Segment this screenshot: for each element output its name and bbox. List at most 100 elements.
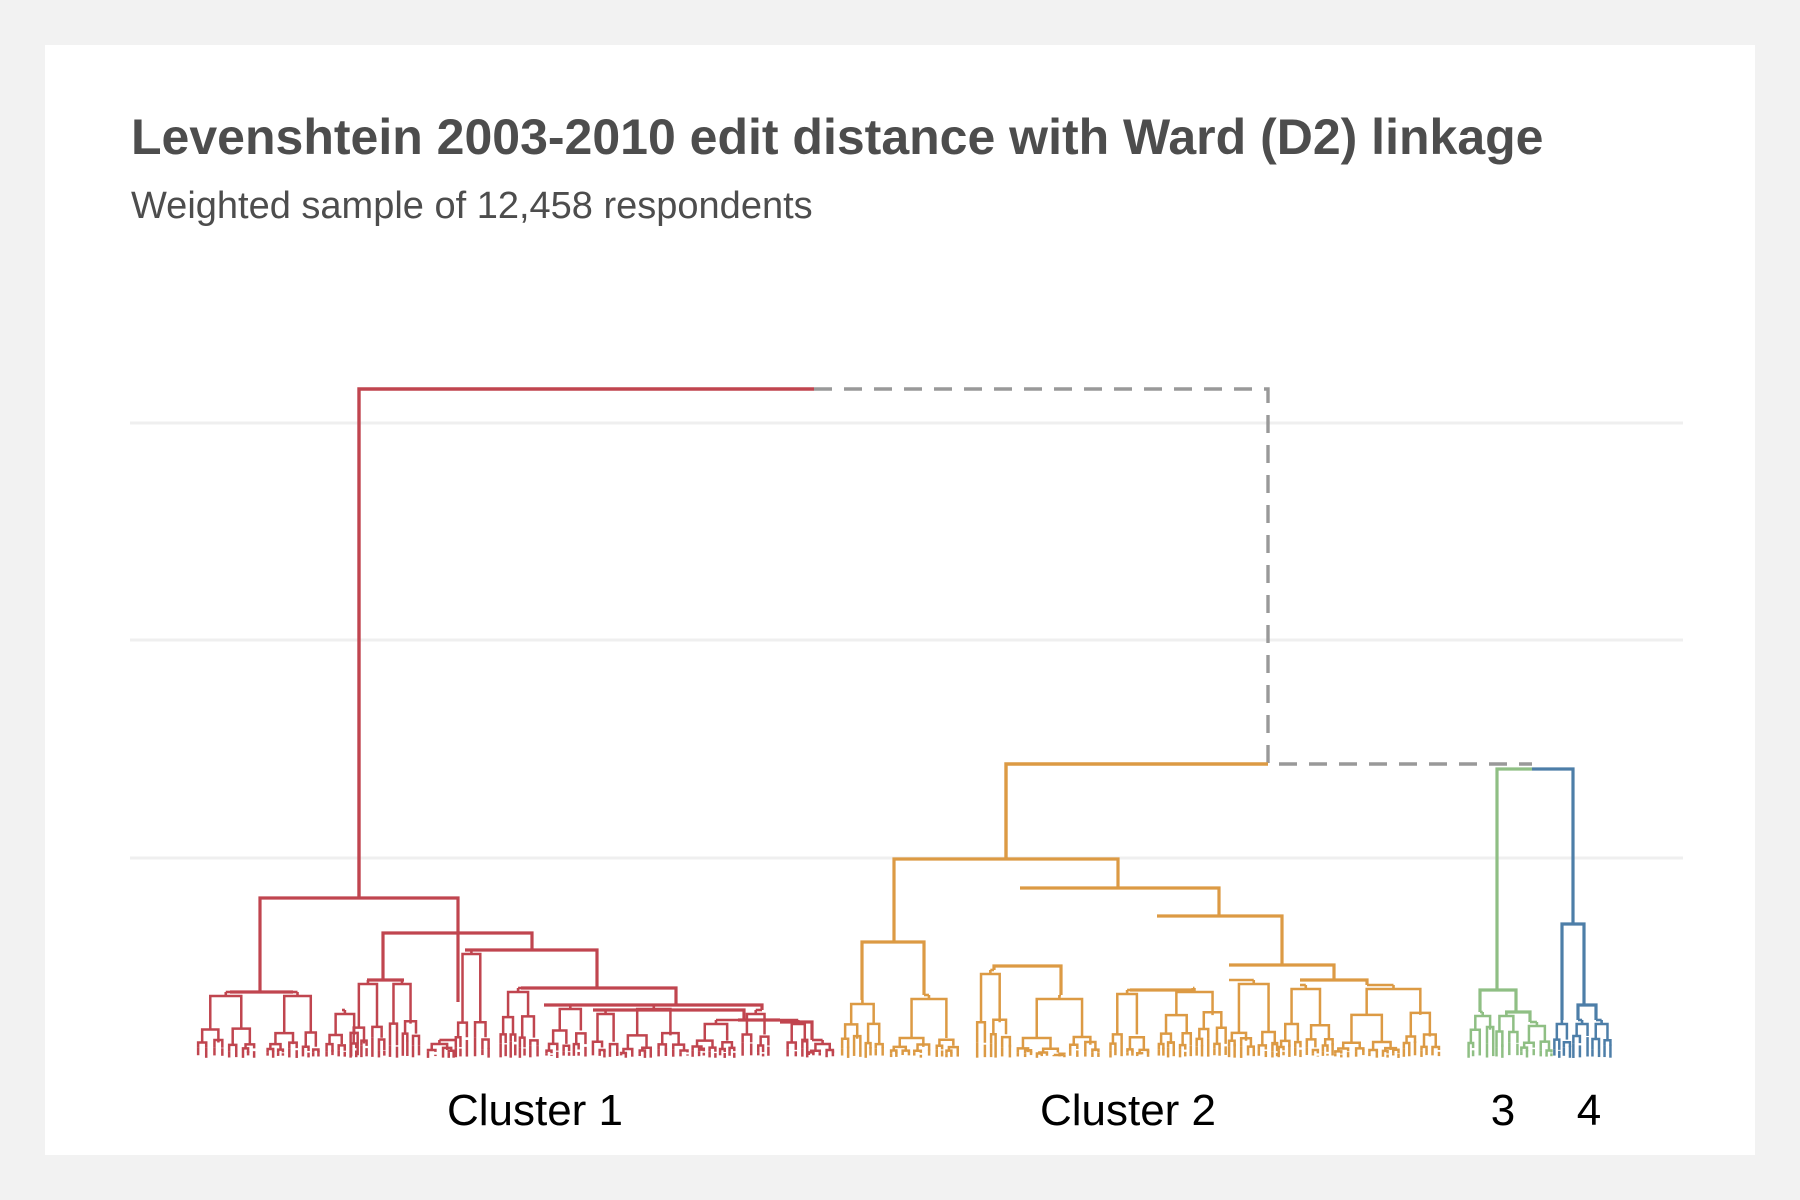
c2f8llll-link — [1334, 1050, 1343, 1054]
c1f11lr-link — [708, 1046, 717, 1052]
cluster-3-branch-2 — [1505, 1010, 1532, 1022]
c2f1r-link — [938, 1038, 955, 1046]
c1f8ll-link — [547, 1042, 559, 1051]
c1f0r-link — [231, 1027, 252, 1045]
c3f0ll-link — [1467, 1041, 1475, 1048]
cluster-2-branch-8 — [1300, 978, 1369, 985]
c2f7ll-link — [1279, 1039, 1291, 1047]
c1f11rl-link — [718, 1047, 726, 1053]
c2f4-link — [1116, 992, 1139, 1035]
c2f1ll-link — [892, 1045, 908, 1051]
c1f4rr-link — [411, 1034, 421, 1046]
c2f7-link — [1290, 987, 1322, 1025]
c2f7lr-link — [1294, 1040, 1302, 1048]
c1f1rr-link — [311, 1048, 320, 1053]
c1f8lr-link — [562, 1044, 571, 1052]
cluster-2-branch-2 — [860, 940, 926, 1000]
cluster-1-branch-5 — [465, 948, 599, 988]
c2f0ll-link — [840, 1037, 850, 1049]
c2f0l-link — [843, 1023, 859, 1039]
c2f2l-link — [975, 1021, 987, 1043]
c1f8l-link — [551, 1029, 568, 1044]
chart-subtitle: Weighted sample of 12,458 respondents — [131, 185, 813, 227]
cluster-3-branch-1 — [1478, 988, 1518, 1012]
c1f12rl-link — [756, 1044, 765, 1053]
c2f1rl-link — [935, 1044, 944, 1050]
c3f1r-link — [1508, 1030, 1519, 1043]
c2f7rr-link — [1323, 1037, 1334, 1046]
c1f3-link — [357, 982, 379, 1028]
cluster-4-branch-2 — [1576, 1003, 1598, 1020]
c2f0-link — [849, 1002, 875, 1025]
dashed-merge-link — [814, 387, 1532, 766]
c2f7rlr-link — [1311, 1048, 1320, 1054]
c1f6rr-link — [481, 1038, 490, 1050]
cluster-labels: Cluster 1 Cluster 2 3 4 — [447, 1086, 1601, 1135]
c1f8rl-link — [572, 1042, 580, 1050]
c2f1lll-link — [889, 1049, 898, 1054]
c1f1-link — [282, 994, 313, 1034]
c1f10rrr-link — [679, 1049, 689, 1053]
chart-panel — [45, 45, 1755, 1155]
c1f13l-link — [786, 1041, 798, 1050]
c2f5rrl-link — [1213, 1042, 1221, 1049]
c1f10rl-link — [657, 1043, 668, 1050]
c2f2rl-link — [989, 1033, 997, 1044]
c2f8lrl-link — [1368, 1048, 1379, 1053]
cluster-2-branches — [840, 857, 1441, 1058]
c2f0rl-link — [864, 1041, 872, 1049]
c2f4rr-link — [1138, 1048, 1150, 1054]
c1f6ll-link — [454, 1035, 462, 1048]
c2f8lll-link — [1337, 1047, 1350, 1052]
c2f4rrl-link — [1135, 1051, 1144, 1055]
c1f4-link — [392, 982, 412, 1024]
c2f1l-link — [898, 1036, 925, 1047]
c1f3ll-link — [349, 1042, 358, 1049]
c2f2-link — [979, 972, 1001, 1023]
c1f11r-link — [721, 1041, 734, 1050]
c3f2ll-link — [1520, 1046, 1529, 1052]
c1f4l-link — [388, 1022, 399, 1046]
cluster-2-branch-5 — [1157, 914, 1284, 965]
c2f1llr-link — [901, 1049, 911, 1053]
cluster-1-branch-7 — [544, 1003, 764, 1010]
c4f2-link — [1594, 1022, 1609, 1039]
c3f2rr-link — [1545, 1049, 1553, 1053]
c1f1ll-link — [269, 1042, 282, 1050]
cluster-2-branch-7 — [1229, 963, 1336, 980]
c1f3r-link — [371, 1025, 383, 1038]
c2f8-link — [1365, 987, 1422, 1015]
cluster-1-root — [357, 387, 814, 898]
c3f2l-link — [1522, 1041, 1535, 1048]
c1f7rl-link — [518, 1036, 526, 1048]
c1f11-link — [703, 1022, 729, 1041]
cluster-3-branches — [1467, 988, 1553, 1058]
c2f7l-link — [1284, 1022, 1300, 1041]
c1f9lr-link — [598, 1048, 606, 1053]
cluster-2-branch-1 — [892, 857, 1120, 942]
c1f7l-link — [501, 1015, 515, 1035]
c1f7ll-link — [499, 1033, 507, 1044]
c1f4rl-link — [401, 1032, 409, 1042]
c2f1rrl-link — [945, 1049, 953, 1054]
c2f1lrl-link — [912, 1049, 923, 1053]
c2f4rl-link — [1126, 1048, 1134, 1053]
c2f4ll-link — [1109, 1042, 1117, 1051]
cluster-4-root-stem — [1532, 767, 1575, 924]
c1f1r-link — [304, 1031, 318, 1047]
c1f1llr-link — [276, 1048, 285, 1053]
c2f6rl-link — [1257, 1044, 1268, 1050]
c4f0r-link — [1562, 1040, 1572, 1048]
c1f7-link — [506, 990, 530, 1018]
c4f1l-link — [1572, 1034, 1582, 1044]
c1f5rr-link — [447, 1049, 455, 1053]
c3f2-link — [1527, 1024, 1547, 1043]
c2f3lrl-link — [1038, 1051, 1049, 1054]
chart-title: Levenshtein 2003-2010 edit distance with… — [131, 109, 1544, 165]
cluster-3-root-stem — [1495, 767, 1532, 990]
c1f2ll-link — [325, 1042, 334, 1052]
c2f5rll-link — [1195, 1037, 1204, 1047]
cluster-2-root-stem — [1004, 762, 1268, 859]
cluster-1-branch-10 — [780, 1020, 814, 1040]
